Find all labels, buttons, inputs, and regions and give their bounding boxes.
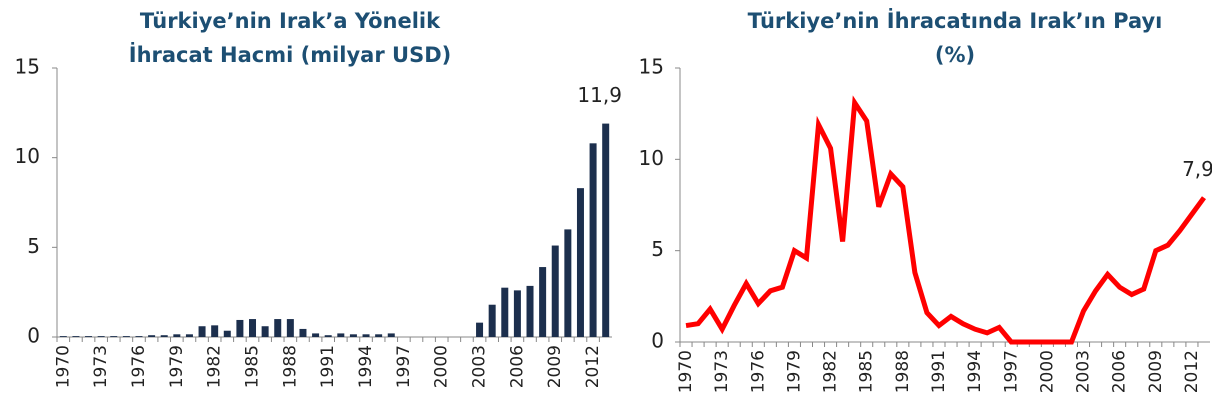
y-tick-label: 0 [651, 329, 664, 353]
x-tick-label: 2009 [1146, 350, 1166, 393]
x-tick-label: 2000 [432, 345, 452, 388]
x-tick-label: 2012 [583, 345, 603, 388]
x-tick-label: 2009 [545, 345, 565, 388]
bar [526, 285, 534, 337]
bar [387, 333, 395, 337]
x-tick-label: 1973 [712, 350, 732, 393]
bar [274, 319, 282, 337]
x-tick-label: 2003 [1074, 350, 1094, 393]
bar [249, 319, 257, 337]
bar [476, 322, 484, 337]
x-tick-label: 1994 [356, 345, 376, 388]
x-tick-label: 1985 [243, 345, 263, 388]
y-tick-label: 10 [15, 144, 40, 168]
x-tick-label: 1997 [394, 345, 414, 388]
x-tick-label: 1988 [893, 350, 913, 393]
bar [148, 335, 156, 337]
bar [160, 335, 168, 337]
bar [589, 143, 597, 337]
bar [539, 267, 547, 337]
bar [564, 229, 572, 337]
bar [501, 287, 509, 337]
bar [97, 336, 105, 337]
x-tick-label: 1988 [280, 345, 300, 388]
x-tick-label: 1970 [53, 345, 73, 388]
value-label: 7,9 [1182, 157, 1212, 181]
x-tick-label: 1997 [1001, 350, 1021, 393]
bar [223, 330, 231, 337]
bar [110, 336, 118, 337]
y-tick-label: 15 [639, 55, 664, 79]
y-tick-label: 0 [27, 324, 40, 348]
value-label: 11,9 [577, 83, 622, 107]
x-tick-label: 1991 [318, 345, 338, 388]
x-tick-label: 1976 [748, 350, 768, 393]
y-tick-label: 10 [639, 146, 664, 170]
bar [513, 290, 521, 337]
bar [122, 336, 130, 337]
bar [59, 336, 67, 337]
bar [286, 319, 294, 337]
x-tick-label: 1976 [129, 345, 149, 388]
bar [185, 334, 193, 337]
x-tick-label: 2000 [1037, 350, 1057, 393]
bar [135, 336, 143, 337]
bar [299, 328, 307, 337]
y-tick-label: 15 [15, 55, 40, 79]
x-tick-label: 1979 [167, 345, 187, 388]
bar [337, 333, 345, 337]
bar [602, 123, 610, 338]
x-tick-label: 1970 [676, 350, 696, 393]
y-tick-label: 5 [651, 237, 664, 261]
x-tick-label: 1985 [857, 350, 877, 393]
line [685, 95, 1206, 345]
bar [85, 336, 93, 337]
bar [576, 188, 584, 337]
bar [349, 334, 357, 337]
bar [488, 304, 496, 337]
y-tick-label: 5 [27, 234, 40, 258]
chart-title: Türkiye’nin Irak’a Yönelik İhracat Hacmi… [128, 9, 452, 67]
bar [312, 333, 320, 337]
x-tick-label: 2003 [470, 345, 490, 388]
bar [211, 325, 219, 337]
bar [375, 334, 383, 337]
x-tick-label: 1979 [784, 350, 804, 393]
bar [236, 319, 244, 337]
x-tick-label: 1994 [965, 350, 985, 393]
bar [362, 334, 370, 337]
chart-title: Türkiye’nin İhracatında Irak’ın Payı (%) [747, 9, 1163, 67]
x-tick-label: 1982 [205, 345, 225, 388]
x-tick-label: 1982 [821, 350, 841, 393]
x-tick-label: 1991 [929, 350, 949, 393]
bar [324, 335, 332, 337]
x-tick-label: 1973 [91, 345, 111, 388]
bar [173, 334, 181, 337]
bar [261, 326, 269, 337]
x-tick-label: 2006 [507, 345, 527, 388]
bar [198, 326, 206, 337]
x-tick-label: 2006 [1110, 350, 1130, 393]
bar [551, 245, 559, 337]
bar [72, 336, 80, 337]
x-tick-label: 2012 [1182, 350, 1202, 393]
